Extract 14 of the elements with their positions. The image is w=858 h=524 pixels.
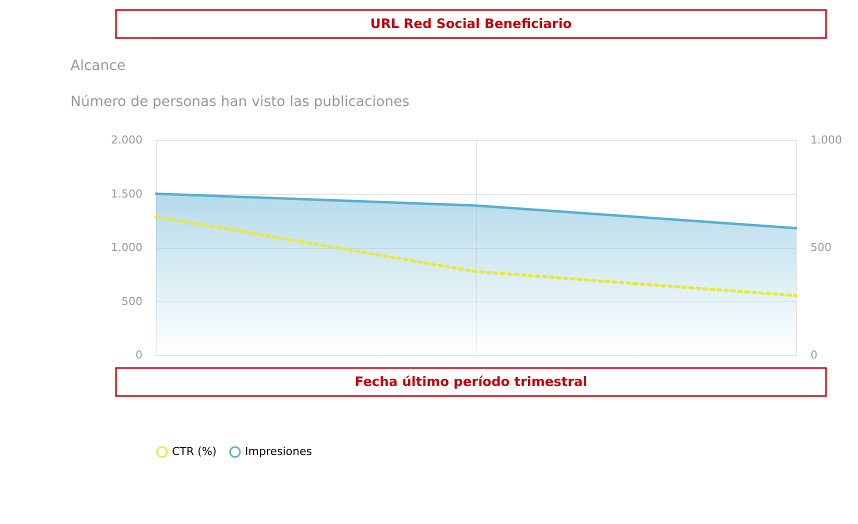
y2-tick-label: 0 — [810, 348, 818, 362]
y-tick-label: 1.500 — [111, 187, 142, 200]
text: Fecha último período trimestral — [354, 375, 588, 390]
text: URL Red Social Beneficiario — [370, 17, 572, 32]
y-tick-label: 500 — [122, 294, 142, 308]
y-tick-label: 1.000 — [111, 241, 142, 254]
y2-tick-label: 500 — [810, 241, 832, 254]
chart-title: Alcance — [70, 58, 126, 74]
y2-tick-label: 1.000 — [810, 134, 842, 146]
chart-subtitle: Número de personas han visto las publicaciones — [70, 94, 410, 110]
legend-label: CTR (%) — [172, 445, 217, 458]
legend-label: Impresiones — [245, 445, 312, 458]
y-tick-label: 0 — [136, 348, 142, 362]
y-tick-label: 2.000 — [111, 134, 142, 146]
